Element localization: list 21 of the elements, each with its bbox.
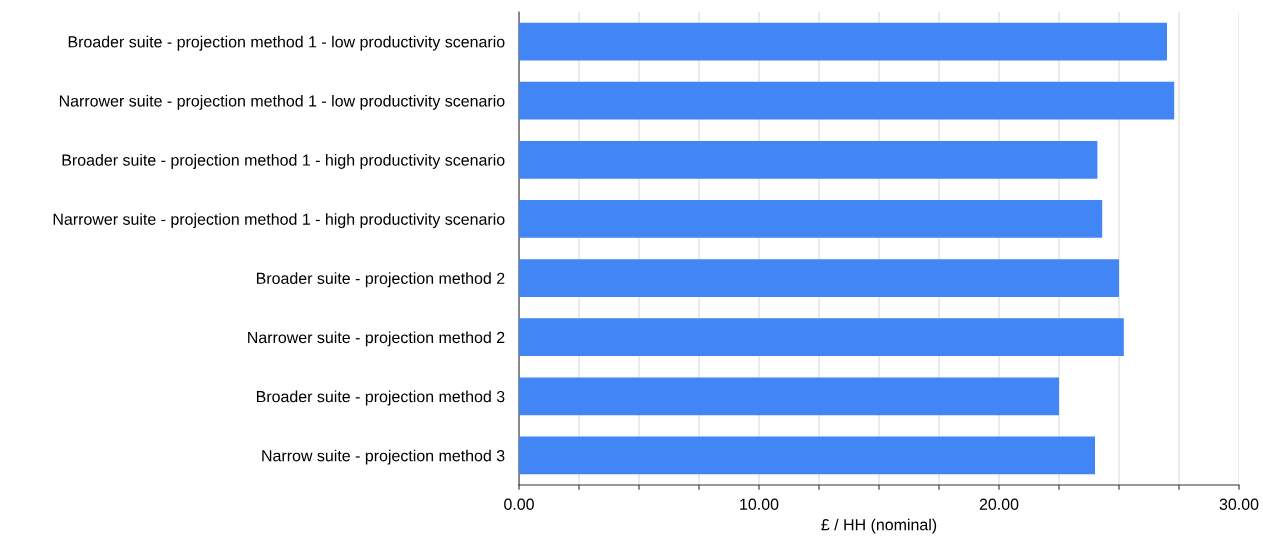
bar [519,22,1167,61]
y-tick-label: Broader suite - projection method 1 - low productivity scenario [68,35,505,51]
y-tick-label: Narrower suite - projection method 1 - high productivity scenario [53,213,505,229]
y-tick-label: Narrower suite - projection method 2 [248,331,505,347]
y-tick-label: Broader suite - projection method 2 [256,272,505,288]
x-tick-label: 30.00 [1219,498,1259,510]
bar [519,140,1098,179]
bar [519,377,1059,416]
y-tick-label: Broader suite - projection method 3 [256,390,505,406]
x-tick-label: 10.00 [740,498,779,510]
bar [519,436,1095,475]
bar [519,200,1103,238]
bar [519,81,1175,120]
x-tick-label: 20.00 [979,498,1019,510]
y-tick-label: Broader suite - projection method 1 - high productivity scenario [62,154,505,169]
x-axis-title: £ / HH (nominal) [821,518,937,534]
bar [519,259,1119,297]
y-tick-label: Narrower suite - projection method 1 - low productivity scenario [59,94,505,110]
y-tick-label: Narrow suite - projection method 3 [262,449,505,465]
bar [519,318,1124,357]
x-tick-label: 0.00 [504,498,534,510]
